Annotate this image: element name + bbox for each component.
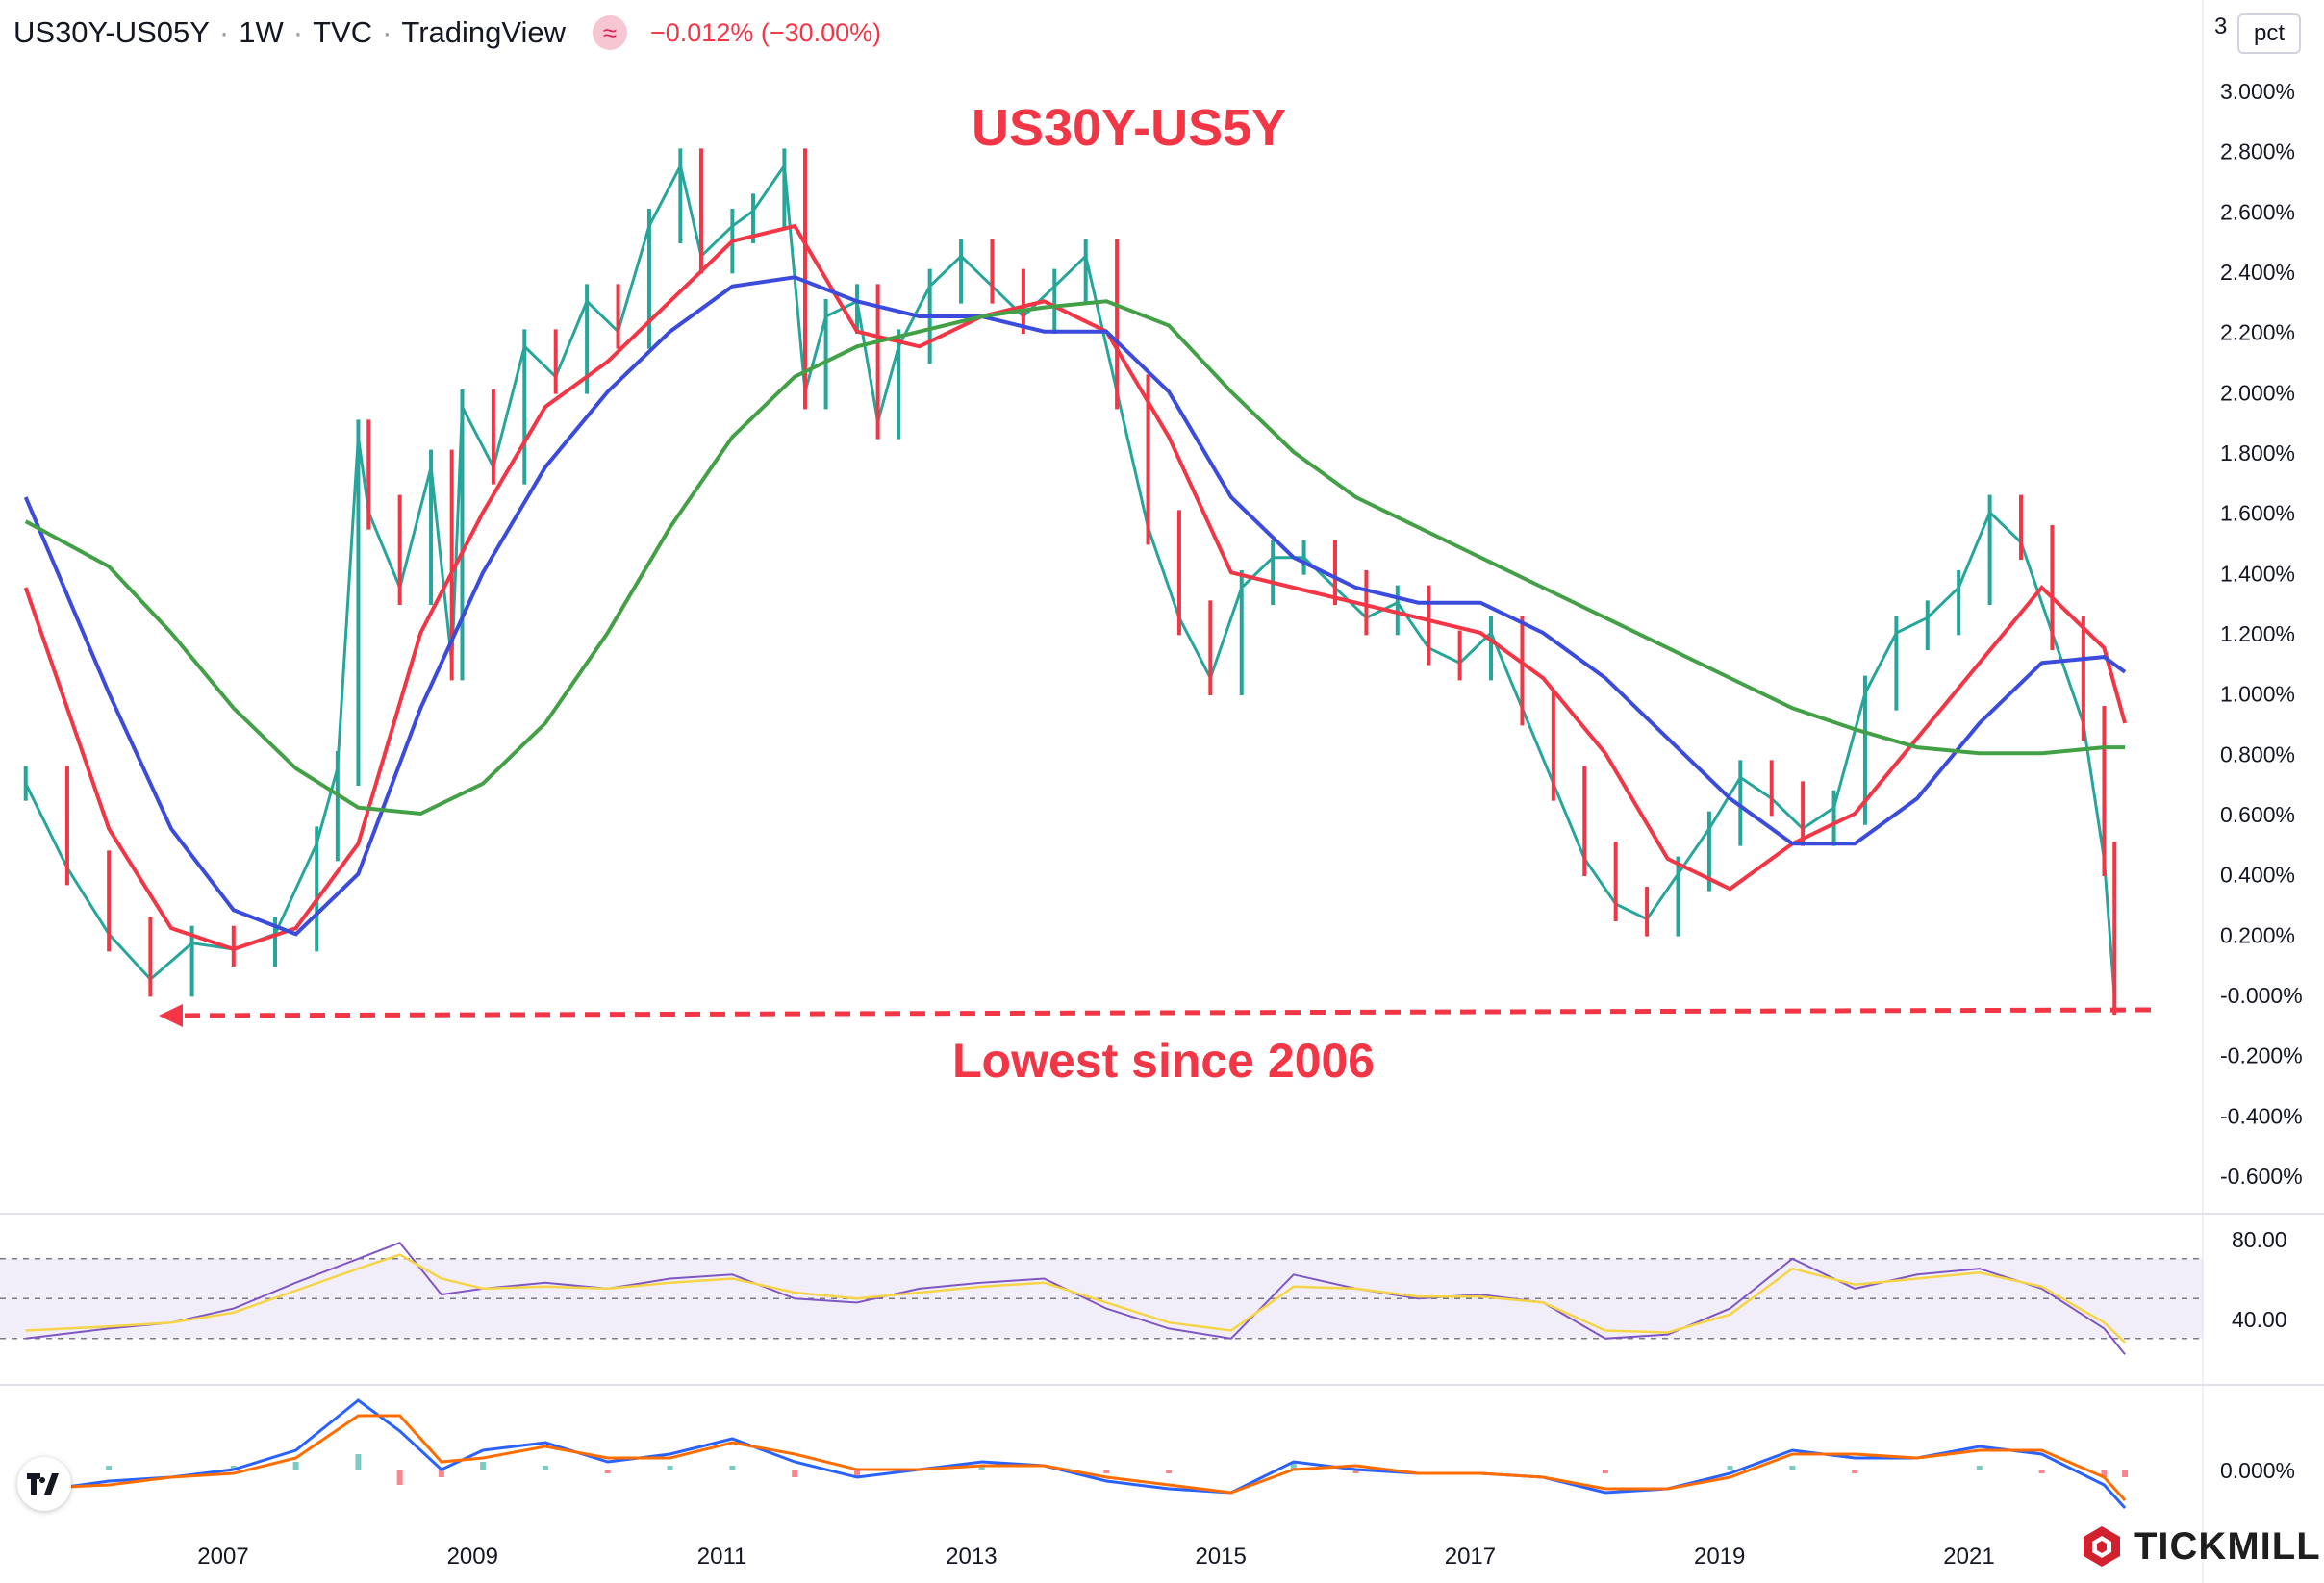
- price-tick-label: 2.200%: [2220, 320, 2295, 345]
- rsi-lines: [25, 1242, 2126, 1355]
- time-tick-label: 2021: [1943, 1544, 1994, 1570]
- ma-line-2: [24, 299, 2126, 817]
- time-tick-label: 2017: [1445, 1544, 1496, 1570]
- price-tick-label: -0.600%: [2220, 1164, 2303, 1189]
- price-tick-label: 2.800%: [2220, 139, 2295, 164]
- macd-series-0: [25, 1398, 2127, 1510]
- exchange-label: TVC: [313, 15, 373, 49]
- price-tick-label: -0.000%: [2220, 983, 2303, 1008]
- price-tick-label: -0.400%: [2220, 1103, 2303, 1128]
- change-value: −0.012% (−30.00%): [650, 17, 882, 47]
- price-tick-label: 0.800%: [2220, 741, 2295, 766]
- time-tick-label: 2011: [697, 1544, 747, 1570]
- ma-line-1: [23, 275, 2127, 937]
- arrow-head-icon: [159, 1004, 183, 1027]
- price-tick-label: 1.600%: [2220, 501, 2295, 526]
- lowest-annotation: Lowest since 2006: [952, 1034, 1376, 1088]
- rsi-series-1: [25, 1253, 2126, 1344]
- price-tick-label: 0.200%: [2220, 922, 2295, 947]
- price-tick-label: 1.200%: [2220, 621, 2295, 646]
- price-tick-label: 2.600%: [2220, 199, 2295, 224]
- time-tick-label: 2019: [1694, 1544, 1745, 1570]
- lowest-arrow: [159, 1004, 2152, 1027]
- tradingview-logo-icon[interactable]: [17, 1457, 71, 1511]
- chart-title: US30Y-US5Y: [972, 99, 1287, 157]
- tickmill-watermark: TICKMILL: [2080, 1524, 2321, 1569]
- tickmill-logo-icon: [2084, 1526, 2120, 1567]
- approx-icon[interactable]: ≈: [593, 15, 627, 50]
- price-tick-label: 1.000%: [2220, 682, 2295, 707]
- price-axis: 3.000% 2.800% 2.600% 2.400% 2.200% 2.000% 1.80…: [2220, 79, 2303, 1483]
- price-tick-label: -0.200%: [2220, 1043, 2303, 1068]
- price-tick-label: 2.400%: [2220, 260, 2295, 285]
- rsi-tick-label: 80.00: [2232, 1227, 2287, 1252]
- interval-label[interactable]: 1W: [239, 15, 284, 49]
- time-tick-label: 2009: [447, 1544, 498, 1570]
- unit-button[interactable]: pct: [2237, 13, 2301, 54]
- macd-series-1: [25, 1414, 2127, 1502]
- moving-averages: [23, 223, 2128, 952]
- rsi-band: [0, 1258, 2203, 1340]
- price-tick-label: 0.600%: [2220, 802, 2295, 827]
- price-tick-label: 2.000%: [2220, 380, 2295, 405]
- time-tick-label: 2013: [946, 1544, 997, 1570]
- time-tick-label: 2015: [1195, 1544, 1246, 1570]
- macd-tick-label: 0.000%: [2220, 1458, 2295, 1483]
- macd-lines: [22, 1398, 2129, 1510]
- time-axis: 2007 2009 2011 2013 2015 2017 2019 2021: [197, 1544, 1994, 1570]
- time-tick-label: 2007: [197, 1544, 248, 1570]
- rsi-tick-label: 40.00: [2232, 1307, 2287, 1332]
- price-tick-label: 1.800%: [2220, 440, 2295, 465]
- price-tick-label: 3.000%: [2220, 79, 2295, 104]
- price-tick-label: 1.400%: [2220, 561, 2295, 586]
- symbol-label[interactable]: US30Y-US05Y: [13, 15, 210, 49]
- source-label: TradingView: [401, 15, 566, 49]
- price-tick-label: 0.400%: [2220, 863, 2295, 888]
- scale-top-label: 3: [2214, 13, 2228, 39]
- chart-header: US30Y-US05Y · 1W · TVC · TradingView ≈ −…: [13, 15, 882, 50]
